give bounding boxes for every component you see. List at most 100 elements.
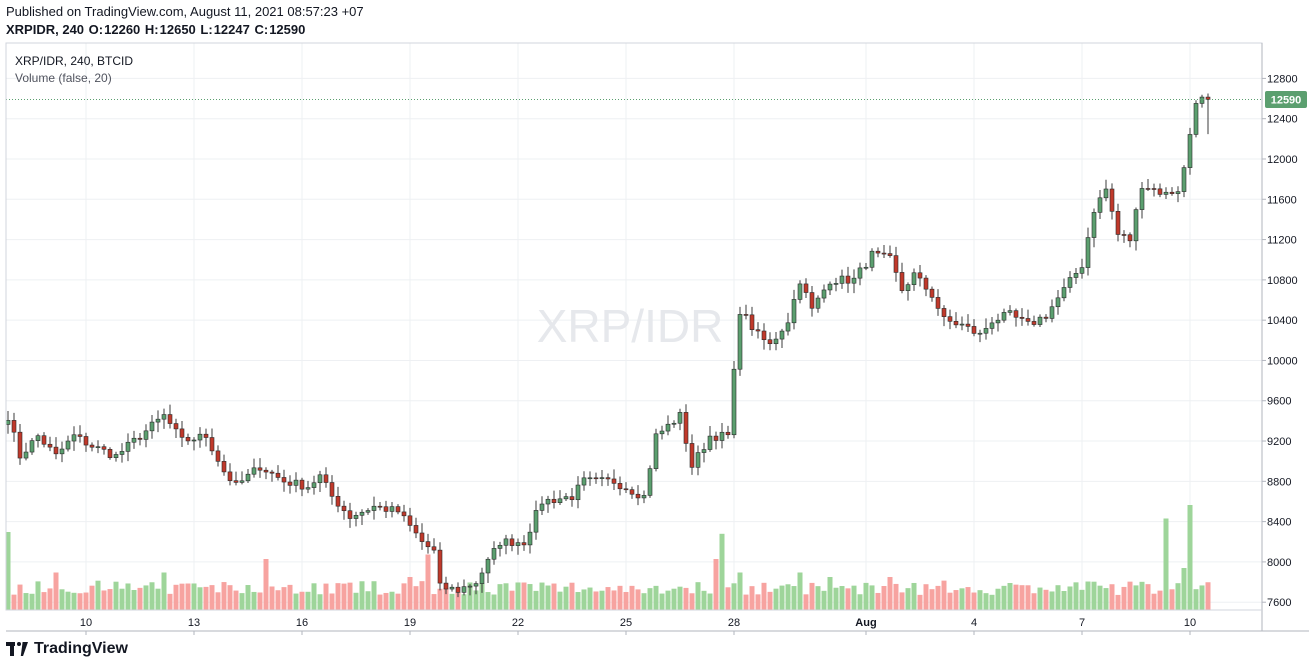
volume-bar: [83, 592, 89, 610]
volume-bar: [707, 593, 713, 610]
volume-bar: [395, 593, 401, 610]
candle-body: [671, 422, 677, 425]
price-tick-label: 11200: [1267, 235, 1297, 247]
volume-bar: [185, 583, 191, 610]
close-label: C:: [254, 22, 269, 37]
candle-body: [899, 272, 905, 291]
ohlc-readout: XRPIDR, 240 O:12260 H:12650 L:12247 C:12…: [6, 22, 306, 37]
volume-bar: [215, 592, 221, 610]
volume-bar: [815, 586, 821, 610]
candle-body: [773, 338, 779, 345]
price-tick-label: 10400: [1267, 315, 1298, 327]
volume-bar: [59, 589, 65, 610]
volume-bar: [761, 582, 767, 610]
candle-body: [1073, 273, 1079, 278]
candle-body: [179, 428, 185, 438]
candle-body: [1205, 96, 1211, 100]
volume-bar: [803, 594, 809, 610]
volume-bar: [311, 583, 317, 610]
low-value: 12247: [213, 22, 250, 37]
volume-bar: [749, 586, 755, 610]
candle-body: [677, 412, 683, 424]
candle-body: [533, 510, 539, 533]
volume-bar: [1175, 583, 1181, 610]
candle-body: [947, 316, 953, 322]
volume-bar: [1031, 593, 1037, 610]
volume-bar: [755, 594, 761, 610]
volume-bar: [767, 591, 773, 610]
volume-bar: [77, 593, 83, 610]
candle-body: [971, 326, 977, 334]
volume-bar: [437, 588, 443, 610]
volume-bar: [1193, 589, 1199, 610]
candle-body: [881, 252, 887, 255]
candle-body: [101, 446, 107, 450]
volume-bar: [1151, 593, 1157, 610]
candle-body: [53, 446, 59, 455]
candle-body: [299, 479, 305, 490]
candle-body: [587, 477, 593, 480]
footer-brand[interactable]: TradingView: [6, 638, 128, 660]
candle-body: [383, 506, 389, 512]
volume-bar: [461, 594, 467, 610]
volume-bar: [821, 590, 827, 610]
volume-bar: [665, 590, 671, 610]
volume-bar: [1025, 585, 1031, 610]
candle-body: [857, 267, 863, 279]
candle-body: [1097, 197, 1103, 213]
volume-bar: [635, 589, 641, 610]
volume-bar: [731, 583, 737, 610]
volume-bar: [89, 585, 95, 610]
candle-body: [155, 418, 161, 423]
candle-body: [485, 558, 491, 574]
volume-bar: [569, 582, 575, 610]
volume-bar: [677, 586, 683, 610]
candle-body: [347, 510, 353, 519]
volume-bar: [959, 588, 965, 610]
candle-body: [29, 440, 35, 453]
volume-bar: [1037, 587, 1043, 610]
volume-bar: [617, 585, 623, 610]
candle-body: [389, 506, 395, 512]
volume-bar: [467, 582, 473, 610]
volume-bar: [221, 582, 227, 610]
watermark: XRP/IDR: [537, 300, 724, 352]
volume-bar: [575, 592, 581, 610]
candle-body: [941, 308, 947, 317]
candle-body: [935, 297, 941, 309]
volume-bar: [989, 594, 995, 610]
volume-bar: [173, 584, 179, 610]
candle-body: [1049, 306, 1055, 319]
volume-bar: [1139, 581, 1145, 610]
candle-body: [113, 454, 119, 458]
volume-bar: [317, 594, 323, 610]
volume-bar: [509, 590, 515, 610]
candle-body: [461, 586, 467, 593]
candle-body: [341, 505, 347, 512]
volume-bar: [1085, 581, 1091, 610]
price-tick-label: 8400: [1267, 517, 1291, 529]
time-tick-label: 28: [728, 617, 740, 629]
candle-body: [227, 471, 233, 481]
volume-bar: [1019, 585, 1025, 610]
open-label: O:: [88, 22, 104, 37]
candle-body: [11, 420, 17, 433]
volume-bar: [809, 582, 815, 610]
candle-body: [125, 441, 131, 452]
time-tick-label: 13: [188, 617, 200, 629]
candle-body: [635, 493, 641, 499]
volume-bar: [539, 582, 545, 610]
candle-body: [95, 446, 101, 449]
volume-bar: [1055, 585, 1061, 610]
candle-body: [503, 538, 509, 546]
candle-body: [239, 480, 245, 483]
volume-bar: [1127, 581, 1133, 610]
volume-bar: [899, 592, 905, 610]
time-tick-label: 4: [971, 617, 977, 629]
time-tick-label: 25: [620, 617, 632, 629]
volume-bar: [1103, 588, 1109, 610]
volume-bar: [203, 586, 209, 610]
candle-body: [107, 449, 113, 458]
candlesticks: [5, 93, 1211, 598]
